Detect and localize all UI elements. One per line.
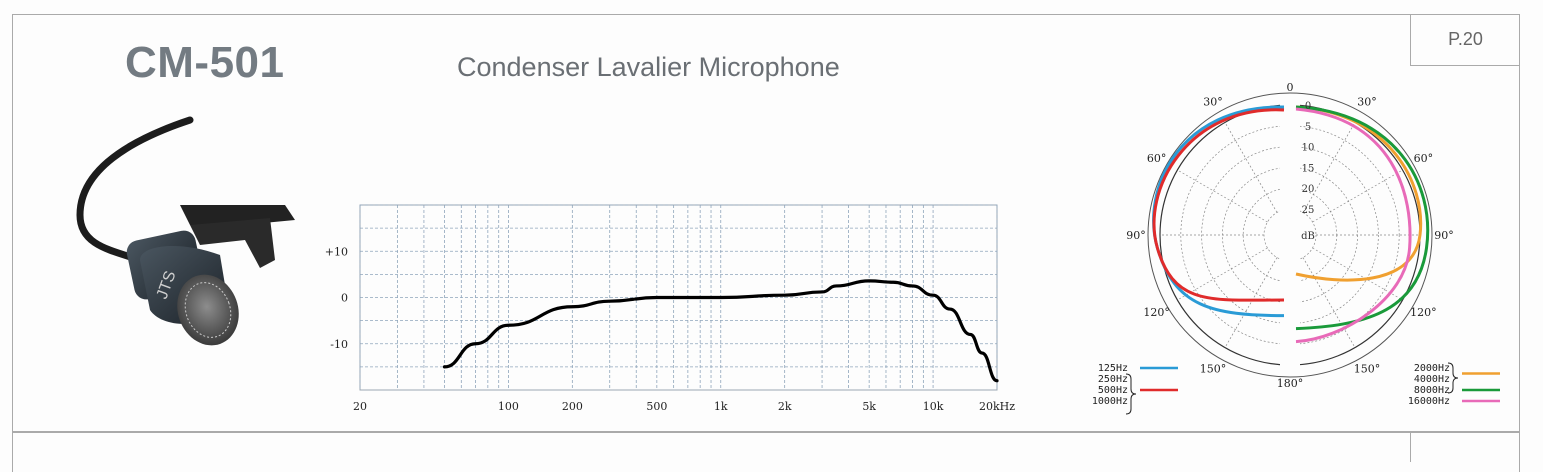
polar-angle-label: 120°	[1410, 306, 1437, 319]
fr-x-tick-label: 1k	[714, 400, 728, 413]
fr-y-tick-label: 0	[341, 292, 348, 305]
polar-curve-250-1000hz	[1152, 108, 1285, 302]
polar-angle-label: 90°	[1126, 229, 1146, 242]
polar-angle-label: 90°	[1434, 229, 1454, 242]
product-type: Condenser Lavalier Microphone	[457, 52, 840, 82]
model-name: CM-501	[125, 38, 285, 87]
polar-spoke	[1224, 122, 1278, 213]
next-panel-tab	[1410, 432, 1521, 462]
fr-grid	[359, 204, 998, 391]
polar-angle-label: 30°	[1203, 96, 1223, 109]
polar-curves	[1152, 105, 1430, 344]
fr-x-ticks: 20 100 200 500 1k 2k 5k 10k 20kHz	[353, 400, 1015, 413]
fr-x-tick-label: 2k	[778, 400, 792, 413]
polar-db-label: 0	[1305, 101, 1311, 112]
polar-ring	[1180, 125, 1400, 345]
legend-label: 1000Hz	[1092, 396, 1128, 407]
polar-db-label: 10	[1302, 143, 1315, 154]
frequency-response-chart: +10 0 -10 20 100 200 500 1k 2k 5k 10k 20kHz	[325, 204, 1015, 413]
polar-curve-2000-4000hz	[1295, 105, 1423, 282]
polar-legend: 125Hz250Hz500Hz1000Hz2000Hz4000Hz8000Hz1…	[1092, 362, 1500, 415]
polar-angle-label: 60°	[1147, 152, 1167, 165]
legend-label: 8000Hz	[1414, 385, 1450, 396]
polar-angle-label: 180°	[1277, 377, 1304, 390]
legend-brace	[1125, 373, 1137, 415]
polar-db-label: dB	[1301, 231, 1315, 242]
microphone-photo: JTS	[76, 116, 295, 346]
polar-pattern-chart: 0 30° 60° 90° 120° 150° 180° 30° 60° 90° 120° 150° 0…	[1092, 81, 1500, 415]
polar-curve-16000hz	[1295, 107, 1412, 344]
polar-angle-label: 0	[1287, 81, 1294, 94]
polar-spoke	[1224, 257, 1278, 348]
polar-angle-label: 150°	[1354, 362, 1381, 375]
legend-brace	[1447, 362, 1459, 394]
legend-label: 125Hz	[1098, 363, 1128, 374]
fr-x-tick-label: 10k	[923, 400, 944, 413]
legend-label: 250Hz	[1098, 374, 1128, 385]
polar-db-label: 20	[1302, 184, 1315, 195]
fr-x-tick-label: 200	[562, 400, 583, 413]
polar-center-strip	[1280, 97, 1300, 373]
page-number: P.20	[1410, 14, 1520, 66]
fr-x-tick-label: 100	[498, 400, 519, 413]
legend-label: 4000Hz	[1414, 374, 1450, 385]
fr-x-tick-label: 5k	[862, 400, 876, 413]
fr-x-tick-label: 20kHz	[979, 400, 1015, 413]
polar-angle-label: 120°	[1143, 306, 1170, 319]
fr-y-tick-label: -10	[330, 338, 348, 351]
polar-db-label: 15	[1302, 163, 1315, 174]
polar-angle-label: 30°	[1357, 96, 1377, 109]
polar-db-label: 5	[1305, 122, 1311, 133]
polar-angle-label: 150°	[1200, 362, 1227, 375]
polar-db-label: 25	[1302, 205, 1315, 216]
fr-x-tick-label: 500	[646, 400, 667, 413]
fr-y-ticks: +10 0 -10	[325, 245, 348, 351]
legend-label: 2000Hz	[1414, 363, 1450, 374]
spec-panel-frame	[12, 14, 1520, 432]
fr-curve	[442, 279, 999, 383]
fr-x-tick-label: 20	[353, 400, 367, 413]
polar-labels: 0 30° 60° 90° 120° 150° 180° 30° 60° 90° 120° 150° 0…	[1126, 81, 1454, 390]
polar-spoke	[1312, 247, 1403, 301]
polar-ring	[1201, 146, 1379, 324]
polar-spoke	[1302, 257, 1356, 348]
polar-spoke	[1312, 169, 1403, 223]
polar-grid	[1147, 92, 1433, 378]
polar-spoke	[1302, 122, 1356, 213]
legend-label: 16000Hz	[1408, 396, 1450, 407]
polar-outer-ring	[1147, 92, 1433, 378]
polar-curve-125hz	[1152, 105, 1285, 318]
legend-label: 500Hz	[1098, 385, 1128, 396]
polar-angle-label: 60°	[1414, 152, 1434, 165]
next-panel-frame	[12, 432, 1520, 472]
fr-y-tick-label: +10	[325, 245, 348, 258]
